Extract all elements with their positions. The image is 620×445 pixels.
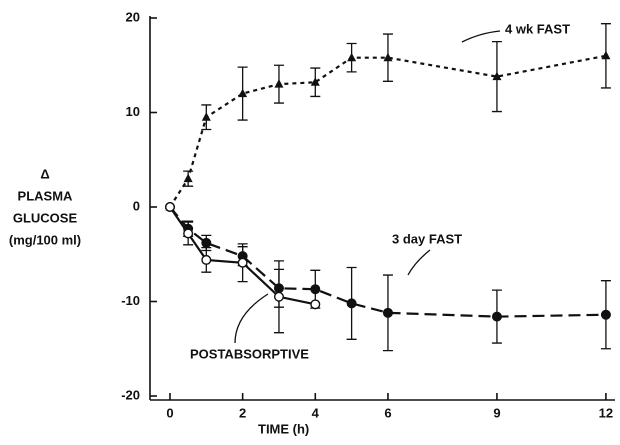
marker	[383, 52, 393, 62]
y-axis-label: PLASMA	[18, 188, 74, 203]
series-line	[169, 206, 316, 306]
x-tick-label: 2	[239, 405, 246, 420]
y-tick-label: 20	[126, 9, 140, 24]
annotation: 4 wk FAST	[505, 21, 570, 36]
marker	[183, 228, 194, 239]
y-axis-label: (mg/100 ml)	[9, 232, 81, 247]
marker	[201, 112, 211, 121]
marker	[382, 307, 393, 318]
marker	[491, 311, 502, 322]
y-axis-label: GLUCOSE	[13, 210, 78, 225]
annotation: POSTABSORPTIVE	[190, 346, 309, 361]
marker	[164, 201, 175, 212]
marker	[237, 257, 248, 268]
x-axis-label: TIME (h)	[258, 421, 309, 436]
marker	[601, 50, 611, 60]
y-tick-label: 10	[126, 104, 140, 119]
y-tick-label: 0	[133, 198, 140, 213]
annotation-arrow	[461, 30, 501, 43]
x-tick-label: 4	[312, 405, 320, 420]
marker	[201, 254, 212, 265]
marker	[346, 298, 357, 309]
marker	[310, 299, 321, 310]
marker	[347, 52, 357, 62]
marker	[274, 79, 284, 88]
x-tick-label: 9	[493, 405, 500, 420]
x-tick-label: 12	[599, 405, 613, 420]
annotation-arrow	[234, 293, 269, 344]
y-tick-label: -20	[121, 387, 140, 402]
x-tick-label: 6	[384, 405, 391, 420]
marker	[238, 88, 248, 98]
series-line	[169, 54, 607, 208]
marker	[492, 71, 502, 81]
annotation: 3 day FAST	[392, 231, 462, 246]
marker	[201, 237, 212, 248]
y-tick-label: -10	[121, 293, 140, 308]
series-line	[169, 206, 606, 318]
marker	[273, 291, 284, 302]
marker	[310, 77, 320, 86]
annotation-arrow	[407, 249, 431, 276]
marker	[183, 173, 193, 183]
marker	[600, 309, 611, 320]
y-axis-label: Δ	[40, 166, 49, 181]
marker	[310, 284, 321, 295]
x-tick-label: 0	[166, 405, 173, 420]
